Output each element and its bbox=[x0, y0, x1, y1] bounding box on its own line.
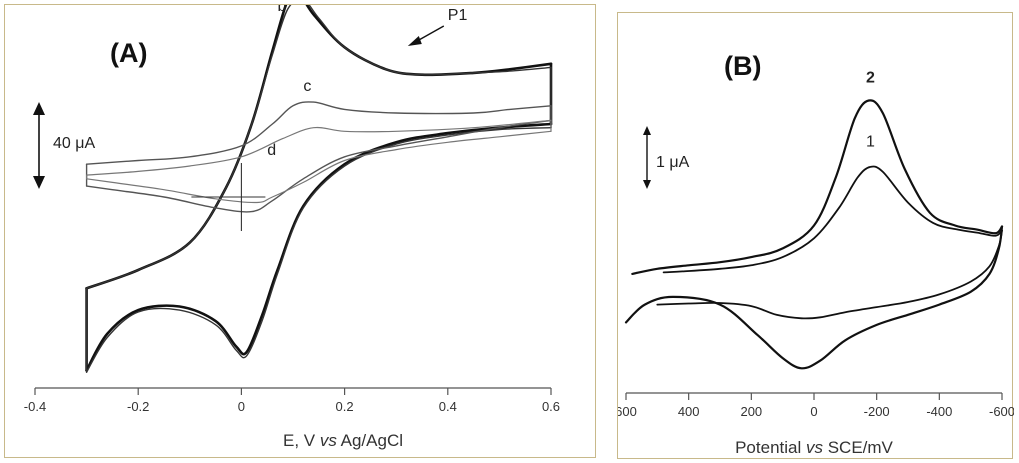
series-b-cathodic-line bbox=[85, 127, 552, 373]
series-b-anodic-line bbox=[85, 5, 552, 289]
annotation-p1-arrow-head bbox=[407, 35, 422, 46]
annotation-d-a: d bbox=[267, 142, 276, 159]
series-a-cathodic-line bbox=[85, 122, 553, 372]
chart-b-svg: (B) 1 μA 21 600 400 200 0 -200 -400 -600 Poten… bbox=[618, 51, 1014, 457]
scale-bar-a-arrow-up bbox=[33, 102, 45, 115]
series-2-forward-line bbox=[631, 99, 1004, 275]
x-tick-label-b: 200 bbox=[740, 404, 762, 419]
panel-b-label: (B) bbox=[724, 51, 761, 81]
x-tick-label-b: 0 bbox=[810, 404, 817, 419]
x-tick-label-a: 0.4 bbox=[439, 399, 457, 414]
annotation-1-b: 1 bbox=[866, 133, 875, 150]
x-axis-a: -0.4 -0.2 0 0.2 0.4 0.6 bbox=[24, 387, 560, 414]
x-tick-label-b: -400 bbox=[926, 404, 952, 419]
scale-bar-b-label: 1 μA bbox=[656, 154, 690, 171]
chart-panel-a: (A) 40 μA abcdP1 -0.4-0.200.20.40.6 E, V… bbox=[4, 4, 596, 458]
x-tick-label-a: -0.2 bbox=[127, 399, 149, 414]
scale-bar-a-label: 40 μA bbox=[53, 135, 95, 152]
chart-a-svg: (A) 40 μA abcdP1 -0.4-0.200.20.40.6 E, V… bbox=[24, 5, 560, 450]
series-d-cathodic-line bbox=[86, 130, 552, 204]
annotation-2-b: 2 bbox=[866, 70, 875, 87]
x-axis-label-b: Potential vs SCE/mV bbox=[735, 438, 893, 457]
scale-bar-a: 40 μA bbox=[33, 102, 95, 189]
series-c-anodic-line bbox=[85, 101, 552, 165]
panel-a-label: (A) bbox=[110, 38, 147, 68]
x-tick-label-b: 600 bbox=[618, 404, 637, 419]
annotation-b-a: b bbox=[278, 5, 287, 15]
x-tick-label-b: -200 bbox=[864, 404, 890, 419]
x-tick-label-b: 400 bbox=[678, 404, 700, 419]
scale-bar-a-arrow-down bbox=[33, 176, 45, 189]
x-tick-label-a: 0 bbox=[238, 399, 245, 414]
x-axis-b: 600 400 200 0 -200 -400 -600 bbox=[618, 392, 1014, 419]
x-tick-label-a: 0.2 bbox=[336, 399, 354, 414]
series-1-reverse-line bbox=[656, 229, 1003, 320]
annotation-c-a: c bbox=[303, 78, 311, 95]
scale-bar-b: 1 μA bbox=[643, 126, 690, 189]
x-axis-label-a: E, V vs Ag/AgCl bbox=[283, 431, 403, 450]
series-d-anodic-line bbox=[86, 119, 552, 176]
scale-bar-b-arrow-up bbox=[643, 126, 651, 135]
annotation-p1-a: P1 bbox=[448, 7, 468, 24]
series-a-anodic-line bbox=[85, 5, 553, 290]
scale-bar-b-arrow-down bbox=[643, 180, 651, 189]
series-1-forward-line bbox=[662, 165, 1003, 274]
x-tick-label-a: 0.6 bbox=[542, 399, 560, 414]
x-tick-label-a: -0.4 bbox=[24, 399, 46, 414]
series-2-reverse-line bbox=[624, 225, 1004, 370]
crosshair-a bbox=[191, 163, 266, 231]
curves-b bbox=[624, 99, 1004, 370]
annotations-b: 21 bbox=[866, 70, 875, 151]
x-tick-label-b: -600 bbox=[989, 404, 1014, 419]
curves-a bbox=[85, 5, 553, 373]
annotations-a: abcdP1 bbox=[267, 5, 467, 159]
series-c-cathodic-line bbox=[85, 119, 552, 213]
